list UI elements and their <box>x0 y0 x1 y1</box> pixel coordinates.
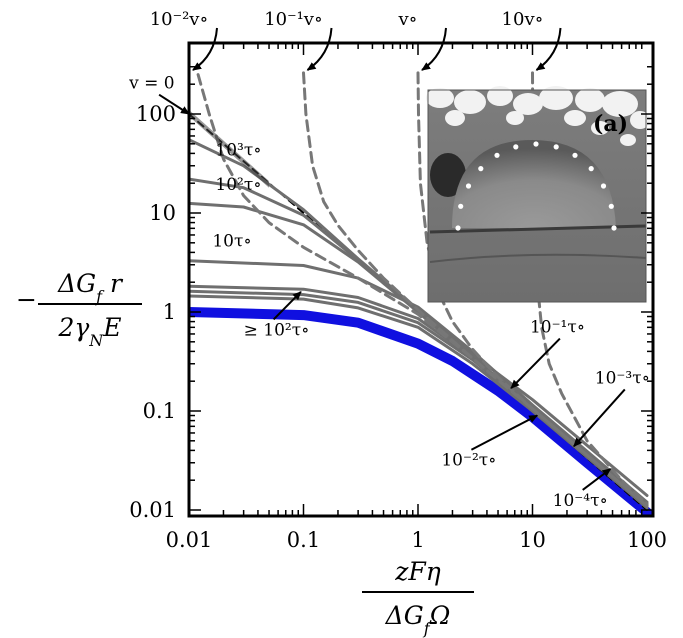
inset-particle <box>487 86 513 106</box>
top-velocity-label: 10v∘ <box>502 9 544 30</box>
plot-border <box>187 41 655 518</box>
curve-annotation: 10⁻⁴τ∘ <box>553 491 608 511</box>
y-tick-label: 0.1 <box>143 399 176 423</box>
annotation-arrow <box>582 468 612 491</box>
curve-annotation: 10⁻¹τ∘ <box>530 318 585 338</box>
y-axis-label-denominator: 2γNE <box>57 313 121 350</box>
top-label-arrow <box>535 27 562 71</box>
annotation-arrow <box>158 93 190 115</box>
curve-annotation: v = 0 <box>128 74 174 94</box>
inset-outline-dot <box>588 166 594 172</box>
inset-outline-dot <box>608 203 614 209</box>
y-axis-label-sign: − <box>16 285 37 314</box>
y-tick-label: 0.01 <box>129 498 176 522</box>
top-velocity-label: v∘ <box>398 9 418 30</box>
y-axis-label-numerator: ΔGf r <box>57 269 124 306</box>
y-tick-label: 1 <box>163 300 176 324</box>
inset-particle <box>426 88 454 108</box>
inset-border <box>427 89 647 303</box>
inset-particle <box>602 91 638 117</box>
inset-micrograph: (a) <box>426 86 650 303</box>
curve-annotation: 10⁻³τ∘ <box>595 368 650 388</box>
inset-particle <box>591 121 609 135</box>
x-tick-label: 0.1 <box>287 528 320 552</box>
inset-particle <box>620 134 636 146</box>
inset-outline-dot <box>494 152 500 158</box>
series-layer <box>189 71 652 516</box>
inset-particle <box>513 93 543 115</box>
top-velocity-label: 10⁻¹v∘ <box>264 9 323 30</box>
inset-dome <box>452 140 616 228</box>
inset-particle <box>506 111 524 125</box>
top-label-arrow <box>421 27 447 71</box>
series-line-5 <box>189 259 649 504</box>
x-tick-label: 0.01 <box>166 528 213 552</box>
series-line-0 <box>189 307 652 516</box>
v-zero-band <box>189 109 270 188</box>
inset-particle <box>630 111 650 129</box>
annotation-arrow <box>573 388 626 448</box>
top-label-arrow <box>192 27 218 71</box>
x-axis-label-numerator: zFη <box>394 557 441 586</box>
inset-particle <box>539 86 573 110</box>
annotation-arrow <box>510 337 561 389</box>
inset-particle <box>575 88 605 112</box>
inset-crack <box>429 253 647 263</box>
inset-outline-dot <box>478 166 484 172</box>
top-label-arrow <box>306 27 333 71</box>
annotations: 10⁻²v∘ 10⁻¹v∘ v∘ 10v∘ v = 0 10³τ∘ 10²τ∘ 10τ∘ ≥ 1… <box>128 9 650 511</box>
curve-annotation: 10⁻²τ∘ <box>441 451 496 471</box>
axis-ticks: 0.01 0.1 1 10 100 100 10 1 0.1 0.01 <box>129 43 667 552</box>
y-tick-label: 100 <box>136 102 176 126</box>
inset-outline-dot <box>611 225 617 231</box>
x-tick-label: 1 <box>411 528 424 552</box>
top-velocity-label: 10⁻²v∘ <box>150 9 209 30</box>
inset-outline-dot <box>455 225 461 231</box>
inset-particle <box>445 110 465 126</box>
curve-annotation: 10³τ∘ <box>215 141 261 161</box>
annotation-arrow <box>272 291 302 321</box>
axis-titles: zFη ΔGfΩ −ΔGf r 2γNE <box>16 269 474 638</box>
curve-annotation: 10²τ∘ <box>215 175 261 195</box>
inset-outline-dot <box>513 144 519 150</box>
inset-outline-dot <box>465 183 472 189</box>
y-tick-label: 10 <box>149 201 176 225</box>
inset-particle <box>564 110 586 126</box>
curve-annotation: ≥ 10²τ∘ <box>244 320 310 340</box>
inset-particle <box>454 90 486 114</box>
series-line-10 <box>302 71 649 508</box>
x-tick-label: 10 <box>519 528 546 552</box>
inset-outline-dot <box>600 183 607 189</box>
annotation-arrow <box>470 414 539 451</box>
inset-interface <box>429 224 647 234</box>
x-axis-label-denominator: ΔGfΩ <box>385 601 451 638</box>
inset-outline-dot <box>533 141 539 147</box>
plot-frame <box>187 41 655 518</box>
x-tick-label: 100 <box>627 528 667 552</box>
inset-outline-dot <box>458 203 464 209</box>
inset-outline-dot <box>572 152 578 158</box>
curve-annotation: 10τ∘ <box>212 231 251 251</box>
inset-dark-spot <box>430 153 466 197</box>
inset-label: (a) <box>593 111 628 137</box>
inset-outline-dot <box>553 144 559 150</box>
